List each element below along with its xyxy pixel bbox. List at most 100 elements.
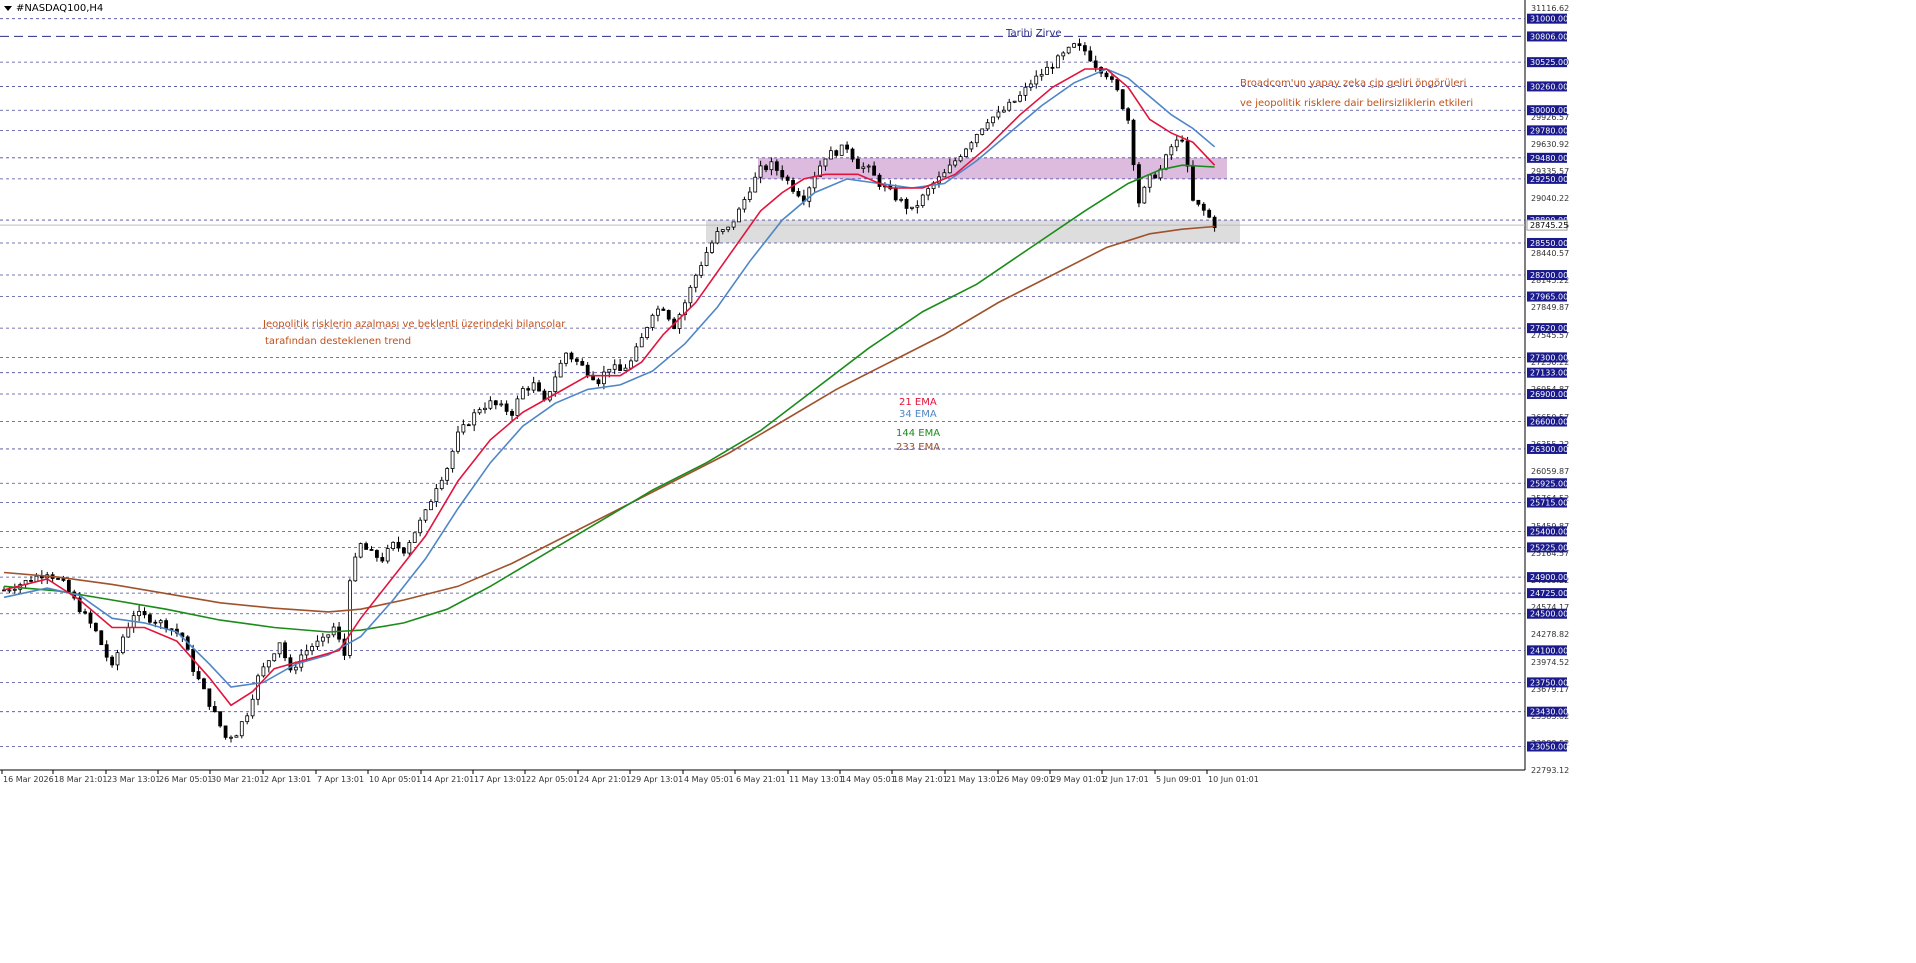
candle-body bbox=[910, 206, 914, 209]
candle-body bbox=[1126, 108, 1131, 121]
level-price-box[interactable] bbox=[1527, 497, 1567, 508]
right-annotation-line1: Broadcom'un yapay zeka çip geliri öngörü… bbox=[1240, 78, 1466, 89]
candle-body bbox=[510, 410, 514, 416]
candle-body bbox=[493, 400, 498, 406]
candle-body bbox=[310, 646, 314, 652]
candle-body bbox=[812, 176, 817, 189]
level-price-box[interactable] bbox=[1527, 105, 1567, 116]
level-price-box[interactable] bbox=[1527, 645, 1567, 656]
level-price-box[interactable] bbox=[1527, 81, 1567, 92]
level-price-box[interactable] bbox=[1527, 291, 1567, 302]
candle-body bbox=[1039, 74, 1044, 77]
level-price-box[interactable] bbox=[1527, 706, 1567, 717]
x-tick-label: 2 Apr 13:01 bbox=[264, 775, 311, 784]
candle-body bbox=[720, 229, 725, 232]
level-price-box[interactable] bbox=[1527, 13, 1567, 24]
candle-body bbox=[364, 543, 368, 550]
candle-body bbox=[1142, 186, 1147, 204]
x-tick-label: 22 Apr 05:01 bbox=[526, 775, 578, 784]
level-price-box[interactable] bbox=[1527, 542, 1567, 553]
candle-body bbox=[742, 199, 747, 210]
candle-body bbox=[450, 450, 455, 469]
current-price-box bbox=[1526, 219, 1568, 231]
candle-body bbox=[137, 611, 142, 617]
level-price-box[interactable] bbox=[1527, 416, 1567, 427]
candle-body bbox=[731, 221, 736, 228]
y-tick-label: 29335.57 bbox=[1531, 167, 1569, 176]
candle-body bbox=[1212, 216, 1217, 229]
candle-body bbox=[656, 308, 660, 316]
level-price-box[interactable] bbox=[1527, 443, 1567, 454]
candle-body bbox=[737, 208, 741, 223]
candle-body bbox=[148, 614, 152, 623]
level-price-box[interactable] bbox=[1527, 608, 1567, 619]
level-price-label: 26600.00 bbox=[1530, 417, 1568, 426]
candle-body bbox=[1012, 100, 1017, 103]
x-tick-label: 30 Mar 21:01 bbox=[211, 775, 264, 784]
candle-body bbox=[12, 588, 17, 591]
candle-body bbox=[358, 543, 363, 558]
candle-body bbox=[1110, 76, 1114, 80]
x-tick-label: 14 Apr 21:01 bbox=[422, 775, 474, 784]
level-price-box[interactable] bbox=[1527, 352, 1567, 363]
level-price-label: 28200.00 bbox=[1530, 271, 1568, 280]
level-price-label: 25925.00 bbox=[1530, 479, 1568, 488]
candle-body bbox=[758, 165, 763, 178]
level-price-label: 25715.00 bbox=[1530, 499, 1568, 508]
level-price-box[interactable] bbox=[1527, 323, 1567, 334]
level-price-box[interactable] bbox=[1527, 173, 1567, 184]
level-price-label: 26900.00 bbox=[1530, 390, 1568, 399]
level-price-label: 24500.00 bbox=[1530, 610, 1568, 619]
candle-body bbox=[580, 361, 585, 366]
level-price-box[interactable] bbox=[1527, 270, 1567, 281]
y-tick-label: 25164.57 bbox=[1531, 549, 1569, 558]
level-price-box[interactable] bbox=[1527, 389, 1567, 400]
candle-body bbox=[1174, 139, 1179, 148]
candle-body bbox=[445, 468, 450, 481]
level-price-label: 29780.00 bbox=[1530, 126, 1568, 135]
level-price-box[interactable] bbox=[1527, 367, 1567, 378]
level-price-box[interactable] bbox=[1527, 57, 1567, 68]
candle-body bbox=[526, 388, 531, 391]
symbol-header[interactable]: #NASDAQ100,H4 bbox=[4, 3, 103, 14]
dropdown-triangle-icon[interactable] bbox=[4, 6, 12, 11]
candle-body bbox=[239, 721, 244, 737]
level-price-box[interactable] bbox=[1527, 125, 1567, 136]
left-annotation-line2: tarafından desteklenen trend bbox=[265, 336, 411, 347]
candle-body bbox=[212, 706, 217, 713]
candle-body bbox=[1077, 43, 1082, 46]
level-price-box[interactable] bbox=[1527, 478, 1567, 489]
candle-body bbox=[704, 252, 709, 266]
candle-body bbox=[780, 170, 785, 178]
level-price-label: 30260.00 bbox=[1530, 82, 1568, 91]
level-price-box[interactable] bbox=[1527, 152, 1567, 163]
level-price-box[interactable] bbox=[1527, 741, 1567, 752]
candle-body bbox=[261, 666, 266, 677]
level-price-box[interactable] bbox=[1527, 31, 1567, 42]
level-price-box[interactable] bbox=[1527, 677, 1567, 688]
candle-body bbox=[472, 412, 477, 426]
candle-body bbox=[385, 548, 390, 562]
ath-annotation: Tarihi Zirve bbox=[1005, 28, 1062, 39]
candle-body bbox=[985, 122, 990, 130]
candle-body bbox=[423, 509, 428, 521]
level-price-label: 23430.00 bbox=[1530, 708, 1568, 717]
candle-body bbox=[899, 198, 904, 201]
x-tick-label: 17 Apr 13:01 bbox=[474, 775, 526, 784]
candle-body bbox=[834, 150, 839, 156]
candle-body bbox=[607, 368, 612, 373]
candle-body bbox=[1061, 52, 1066, 57]
y-tick-label: 23679.17 bbox=[1531, 685, 1569, 694]
candle-body bbox=[1185, 140, 1190, 167]
candle-body bbox=[66, 580, 71, 593]
level-price-box[interactable] bbox=[1527, 526, 1567, 537]
level-price-box[interactable] bbox=[1527, 572, 1567, 583]
y-tick-label: 28145.22 bbox=[1531, 276, 1569, 285]
level-price-box[interactable] bbox=[1527, 588, 1567, 599]
candle-body bbox=[618, 364, 623, 371]
candle-body bbox=[585, 364, 590, 376]
x-tick-label: 23 Mar 13:01 bbox=[107, 775, 160, 784]
candle-body bbox=[347, 580, 352, 656]
level-price-box[interactable] bbox=[1527, 237, 1567, 248]
